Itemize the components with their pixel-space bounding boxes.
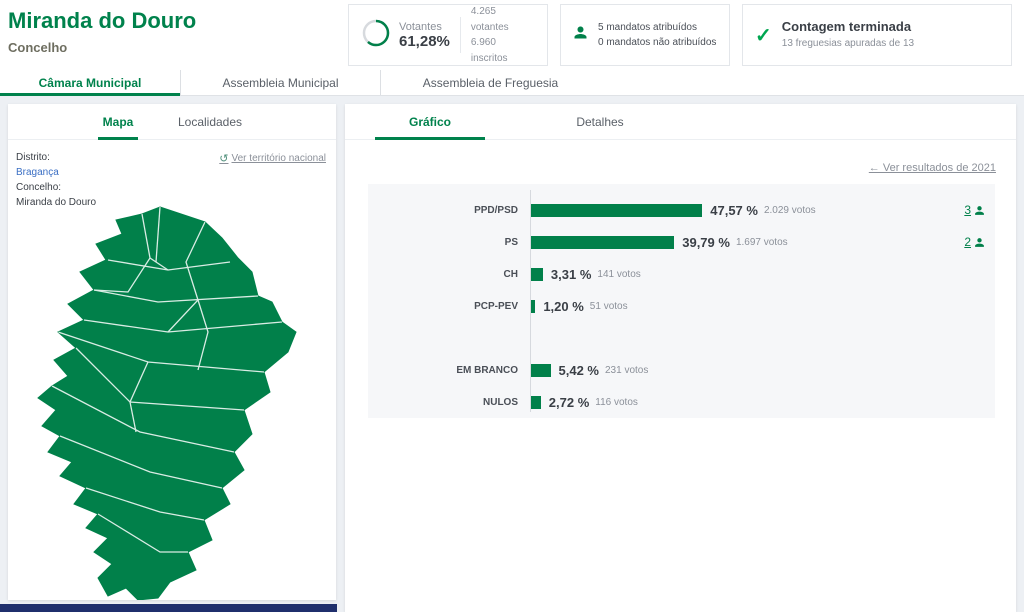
mandatos-nao-atribuidos: 0 mandatos não atribuídos	[598, 37, 717, 48]
mandatos-atribuidos: 5 mandatos atribuídos	[598, 21, 697, 33]
tab-localidades[interactable]: Localidades	[164, 104, 256, 139]
result-bar	[531, 235, 675, 249]
votantes-count: 4.265 votantes	[470, 6, 509, 33]
tab-label: Câmara Municipal	[38, 75, 142, 90]
votes-count: 2.029 votos	[763, 204, 816, 216]
tab-grafico[interactable]: Gráfico	[345, 104, 515, 140]
chart-row: NULOS 2,72 % 116 votos	[368, 386, 995, 418]
party-label: EM BRANCO	[456, 364, 518, 376]
card-divider	[459, 17, 461, 53]
tab-label: Mapa	[102, 114, 134, 129]
map-info: Distrito: Bragança Concelho: Miranda do …	[8, 140, 336, 210]
concelho-shape	[37, 206, 297, 600]
result-bar	[531, 395, 541, 409]
party-label: NULOS	[483, 396, 518, 408]
tab-assembleia-municipal[interactable]: Assembleia Municipal	[180, 70, 380, 95]
percent-value: 39,79 %	[682, 234, 730, 250]
chart-rows: PPD/PSD 47,57 % 2.029 votos 3 PS 39,79 % 1.697…	[368, 184, 995, 418]
person-icon	[573, 25, 588, 45]
party-label: CH	[503, 268, 518, 280]
result-bar	[531, 363, 551, 377]
chart-row: EM BRANCO 5,42 % 231 votos	[368, 354, 995, 386]
mandates-count[interactable]: 3	[964, 203, 985, 217]
tab-label: Localidades	[177, 114, 243, 129]
party-label: PPD/PSD	[474, 204, 518, 216]
freguesia-borders	[51, 207, 283, 553]
contagem-title: Contagem terminada	[781, 19, 912, 35]
chart-row: PPD/PSD 47,57 % 2.029 votos 3	[368, 194, 995, 226]
page-header: Miranda do Douro Concelho Votantes 61,28…	[0, 0, 1024, 96]
percent-value: 1,20 %	[543, 298, 584, 314]
map-panel-tabs: Mapa Localidades	[8, 104, 336, 140]
turnout-ring-icon	[361, 18, 391, 53]
contagem-card: ✓ Contagem terminada 13 freguesias apura…	[742, 4, 1012, 66]
ver-territorio-link[interactable]: ↺ Ver território nacional	[219, 152, 326, 165]
votes-count: 141 votos	[597, 268, 641, 280]
votes-count: 1.697 votos	[735, 236, 788, 248]
page-title: Miranda do Douro	[8, 8, 197, 33]
chart-row: PS 39,79 % 1.697 votos 2	[368, 226, 995, 258]
chart-row: CH 3,31 % 141 votos	[368, 258, 995, 290]
votes-count: 231 votos	[604, 364, 649, 376]
territorio-label: Ver território nacional	[231, 153, 327, 164]
results-panel-tabs: Gráfico Detalhes	[345, 104, 1016, 140]
votantes-card: Votantes 61,28% 4.265 votantes 6.960 ins…	[348, 4, 548, 66]
person-icon	[975, 205, 984, 215]
results-bar-chart: PPD/PSD 47,57 % 2.029 votos 3 PS 39,79 % 1.697…	[368, 184, 995, 418]
percent-value: 47,57 %	[710, 202, 758, 218]
result-bar	[531, 267, 543, 281]
percent-value: 5,42 %	[558, 362, 599, 378]
entity-tabs: Câmara Municipal Assembleia Municipal As…	[0, 70, 1024, 96]
result-bar	[531, 299, 536, 313]
check-icon: ✓	[755, 24, 772, 47]
footer-bar	[0, 604, 337, 612]
result-bar	[531, 203, 703, 217]
percent-value: 3,31 %	[550, 266, 592, 282]
distrito-link[interactable]: Bragança	[16, 167, 59, 178]
contagem-subtitle: 13 freguesias apuradas de 13	[781, 38, 915, 50]
inscritos-count: 6.960 inscritos	[470, 37, 508, 64]
person-icon	[975, 237, 984, 247]
summary-cards: Votantes 61,28% 4.265 votantes 6.960 ins…	[348, 4, 1012, 66]
tab-detalhes[interactable]: Detalhes	[515, 104, 685, 139]
tab-label: Detalhes	[576, 114, 624, 129]
votes-count: 116 votos	[595, 396, 638, 408]
mandatos-card: 5 mandatos atribuídos 0 mandatos não atr…	[560, 4, 730, 66]
chart-axis-line	[530, 190, 531, 412]
rotate-back-icon: ↺	[219, 153, 229, 165]
tab-label: Assembleia Municipal	[222, 75, 339, 90]
distrito-label: Distrito:	[16, 152, 50, 163]
votantes-percent: 61,28%	[399, 32, 450, 50]
percent-value: 2,72 %	[548, 394, 590, 410]
ver-resultados-2021-link[interactable]: ← Ver resultados de 2021	[868, 162, 996, 174]
tab-camara-municipal[interactable]: Câmara Municipal	[0, 70, 180, 96]
tab-label: Gráfico	[408, 114, 451, 129]
concelho-value: Miranda do Douro	[16, 197, 97, 208]
votantes-label: Votantes	[399, 20, 442, 33]
chart-row: PCP-PEV 1,20 % 51 votos	[368, 290, 995, 322]
tab-mapa[interactable]: Mapa	[72, 104, 164, 140]
map-panel: Mapa Localidades Distrito: Bragança Conc…	[8, 104, 336, 600]
party-label: PCP-PEV	[474, 300, 518, 312]
tab-label: Assembleia de Freguesia	[422, 75, 559, 90]
party-label: PS	[504, 236, 518, 248]
page-subtitle: Concelho	[8, 40, 68, 55]
tab-assembleia-freguesia[interactable]: Assembleia de Freguesia	[380, 70, 600, 95]
municipality-map[interactable]	[8, 200, 336, 600]
votes-count: 51 votos	[589, 300, 628, 312]
mandates-count[interactable]: 2	[964, 235, 985, 249]
results-panel: Gráfico Detalhes ← Ver resultados de 202…	[345, 104, 1016, 612]
concelho-label: Concelho:	[16, 182, 62, 193]
